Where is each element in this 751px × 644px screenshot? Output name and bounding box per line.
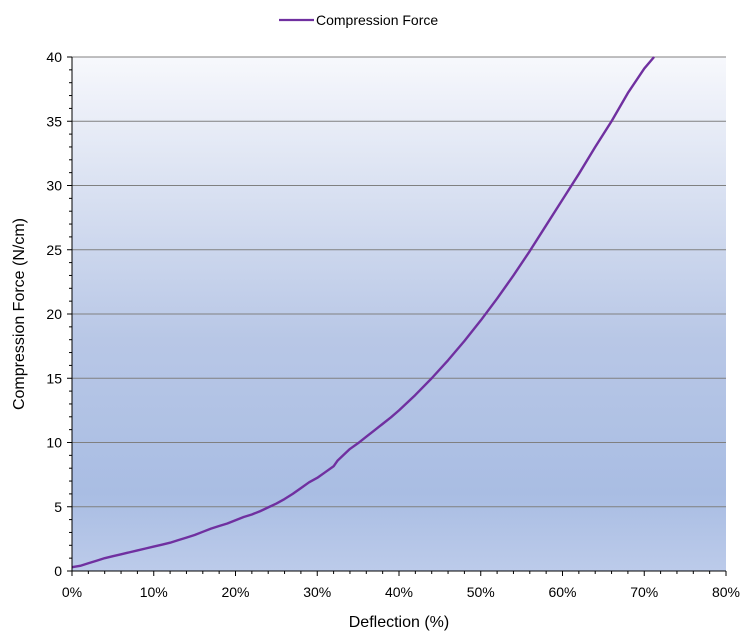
x-tick-label: 20% — [221, 584, 249, 600]
y-axis-title: Compression Force (N/cm) — [11, 218, 28, 410]
series-line — [71, 56, 655, 569]
legend: Compression Force — [279, 12, 438, 28]
y-tick-label: 10 — [46, 435, 62, 451]
x-tick-label: 40% — [385, 584, 413, 600]
x-axis-title: Deflection (%) — [349, 614, 449, 631]
x-tick-label: 80% — [712, 584, 740, 600]
y-tick-label: 0 — [54, 563, 62, 579]
x-tick-label: 50% — [467, 584, 495, 600]
x-tick-label: 30% — [303, 584, 331, 600]
x-tick-label: 70% — [630, 584, 658, 600]
y-tick-label: 30 — [46, 178, 62, 194]
y-tick-label: 35 — [46, 113, 62, 129]
x-tick-label: 0% — [62, 584, 82, 600]
x-tick-label: 60% — [548, 584, 576, 600]
y-tick-label: 25 — [46, 242, 62, 258]
series-layer — [71, 56, 655, 569]
gridlines — [72, 56, 726, 508]
y-tick-label: 40 — [46, 49, 62, 65]
tick-labels: 0 5 10 15 20 25 30 35 40 0% 10% 20% 30% 40% 50% 60% 70% 8… — [46, 49, 740, 600]
y-tick-label: 5 — [54, 499, 62, 515]
y-tick-label: 20 — [46, 306, 62, 322]
axes — [67, 56, 727, 576]
legend-label: Compression Force — [316, 12, 438, 28]
y-tick-label: 15 — [46, 370, 62, 386]
x-tick-label: 10% — [140, 584, 168, 600]
